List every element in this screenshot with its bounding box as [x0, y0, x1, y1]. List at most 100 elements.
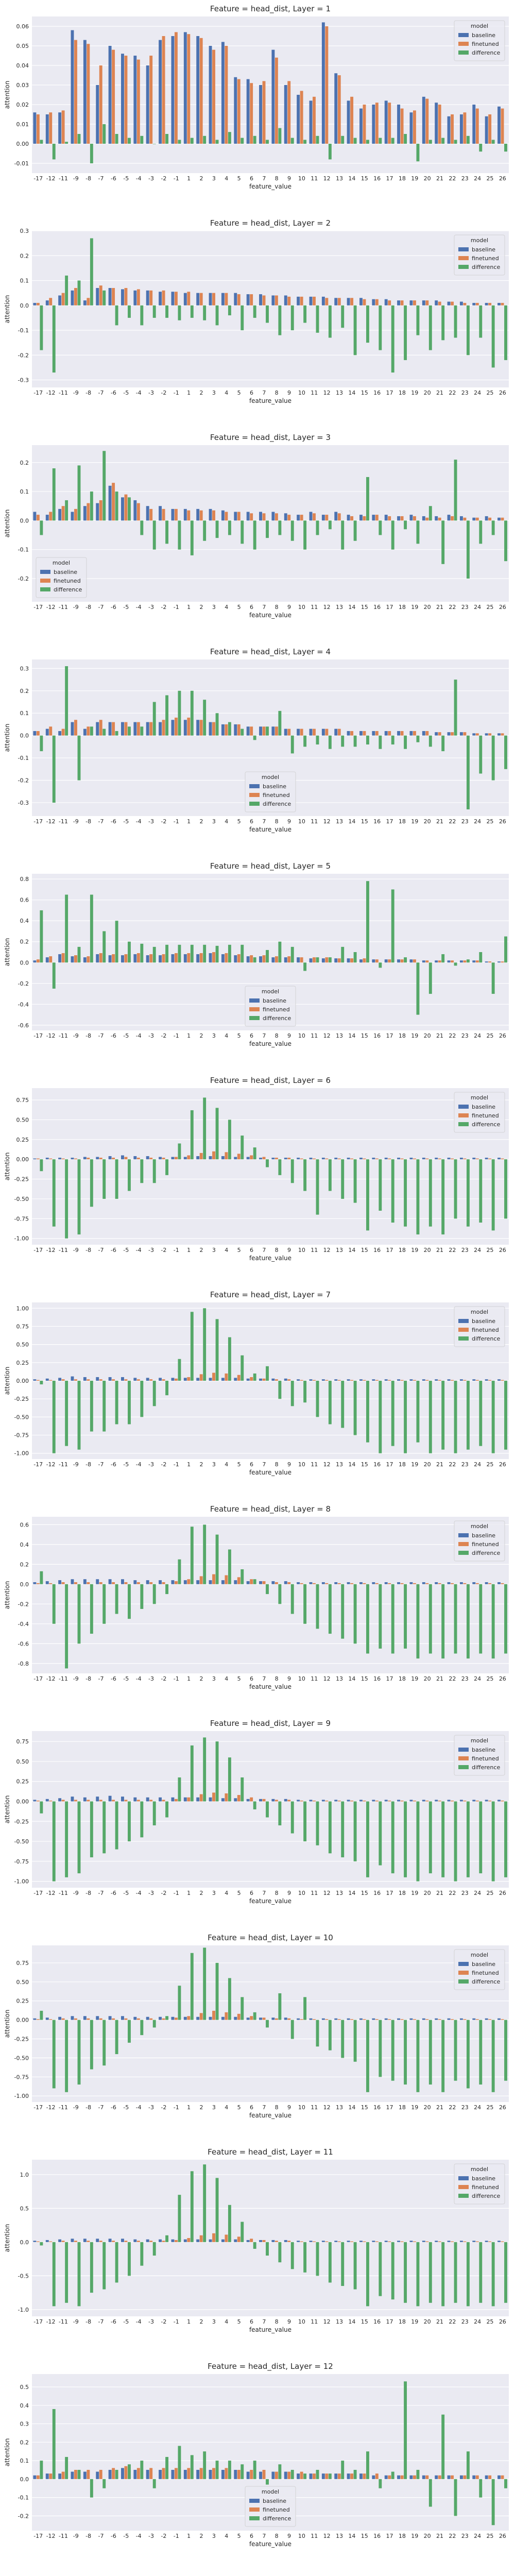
bar-difference	[353, 2242, 357, 2290]
bar-baseline	[146, 2469, 149, 2479]
x-tick-label: -9	[73, 1032, 79, 1039]
bar-baseline	[497, 2475, 501, 2479]
legend-label-baseline: baseline	[54, 569, 77, 575]
x-tick-label: 21	[436, 604, 443, 611]
bar-finetuned	[313, 1583, 316, 1584]
legend-swatch-finetuned	[40, 579, 50, 583]
bar-difference	[278, 128, 282, 144]
x-tick-label: 19	[411, 1890, 418, 1896]
x-tick-label: 23	[461, 1247, 469, 1253]
legend-swatch-baseline	[40, 570, 50, 574]
y-tick-label: 0.0	[20, 733, 29, 739]
bar-finetuned	[363, 516, 366, 521]
bar-difference	[90, 2020, 93, 2070]
bar-baseline	[96, 1797, 99, 1802]
bar-baseline	[321, 296, 325, 306]
bar-baseline	[259, 2018, 262, 2020]
x-tick-label: 13	[336, 604, 343, 611]
x-tick-label: 9	[287, 1675, 291, 1682]
bar-difference	[253, 1801, 256, 1809]
bar-baseline	[347, 1158, 350, 1160]
x-tick-label: -9	[73, 818, 79, 825]
x-tick-label: -11	[59, 818, 68, 825]
bar-finetuned	[136, 1582, 140, 1584]
x-tick-label: -9	[73, 2104, 79, 2111]
x-tick-label: 8	[275, 604, 279, 611]
bar-difference	[316, 135, 319, 144]
x-tick-label: 18	[399, 1461, 406, 1468]
bar-difference	[215, 945, 219, 963]
bar-baseline	[372, 2018, 375, 2020]
bar-baseline	[83, 300, 87, 306]
bar-baseline	[497, 106, 501, 144]
x-tick-label: 2	[199, 1032, 203, 1039]
legend-label-baseline: baseline	[472, 1961, 495, 1968]
bar-difference	[278, 305, 282, 335]
y-tick-label: 0.50	[16, 1979, 29, 1986]
bar-baseline	[384, 2475, 388, 2479]
bar-finetuned	[300, 1583, 303, 1584]
legend-title: model	[53, 560, 70, 566]
x-tick-label: 16	[373, 604, 381, 611]
bar-finetuned	[337, 513, 341, 521]
bar-difference	[466, 520, 470, 579]
x-tick-label: 13	[336, 1032, 343, 1039]
x-tick-label: 26	[499, 2318, 506, 2325]
bar-baseline	[309, 296, 313, 306]
bar-difference	[178, 1559, 181, 1584]
bar-finetuned	[425, 1380, 429, 1381]
x-tick-label: 6	[250, 1675, 253, 1682]
bar-baseline	[96, 85, 99, 144]
bar-baseline	[334, 298, 338, 306]
bar-difference	[466, 2451, 470, 2479]
bar-difference	[454, 1801, 457, 1882]
bar-baseline	[485, 2241, 488, 2242]
bar-finetuned	[337, 298, 341, 306]
x-tick-label: -1	[174, 1890, 179, 1896]
bar-finetuned	[87, 956, 90, 963]
bar-difference	[203, 1524, 207, 1584]
bar-difference	[228, 305, 231, 316]
bar-difference	[328, 1584, 332, 1634]
y-tick-label: -0.5	[18, 2273, 29, 2279]
bar-finetuned	[149, 1379, 153, 1381]
bar-finetuned	[325, 515, 329, 521]
bar-finetuned	[337, 2019, 341, 2020]
y-tick-label: 0.4	[20, 1541, 29, 1548]
x-tick-label: -9	[73, 389, 79, 396]
x-tick-label: 22	[449, 1247, 456, 1253]
legend-swatch-finetuned	[458, 2185, 469, 2189]
x-tick-label: 1	[187, 175, 191, 182]
bar-baseline	[108, 1579, 112, 1584]
bar-difference	[90, 2479, 93, 2498]
bar-finetuned	[501, 733, 504, 736]
bar-baseline	[159, 40, 162, 144]
bar-difference	[290, 520, 294, 541]
bar-finetuned	[363, 1800, 366, 1802]
bar-baseline	[271, 2018, 275, 2020]
bar-baseline	[497, 1800, 501, 1802]
bar-finetuned	[413, 731, 416, 736]
bar-baseline	[459, 1158, 463, 1160]
x-tick-label: -17	[33, 2533, 43, 2539]
bar-baseline	[221, 1156, 225, 1160]
bar-finetuned	[99, 1158, 102, 1160]
bar-finetuned	[149, 2018, 153, 2020]
x-tick-label: 26	[499, 1247, 506, 1253]
x-axis-label: feature_value	[249, 2326, 291, 2333]
bar-finetuned	[274, 295, 278, 306]
x-tick-label: 24	[474, 604, 481, 611]
bar-finetuned	[87, 1158, 90, 1160]
bar-baseline	[58, 112, 62, 144]
x-tick-label: -8	[85, 2104, 91, 2111]
bar-finetuned	[488, 2019, 492, 2020]
legend-label-baseline: baseline	[472, 2175, 495, 2182]
chart-title: Feature = head_dist, Layer = 3	[210, 433, 331, 443]
x-tick-label: 26	[499, 1675, 506, 1682]
x-tick-label: 3	[212, 389, 216, 396]
bar-finetuned	[350, 2019, 354, 2020]
bar-difference	[52, 1159, 56, 1227]
bar-baseline	[159, 955, 162, 963]
bar-baseline	[196, 293, 200, 306]
bar-baseline	[45, 515, 49, 521]
